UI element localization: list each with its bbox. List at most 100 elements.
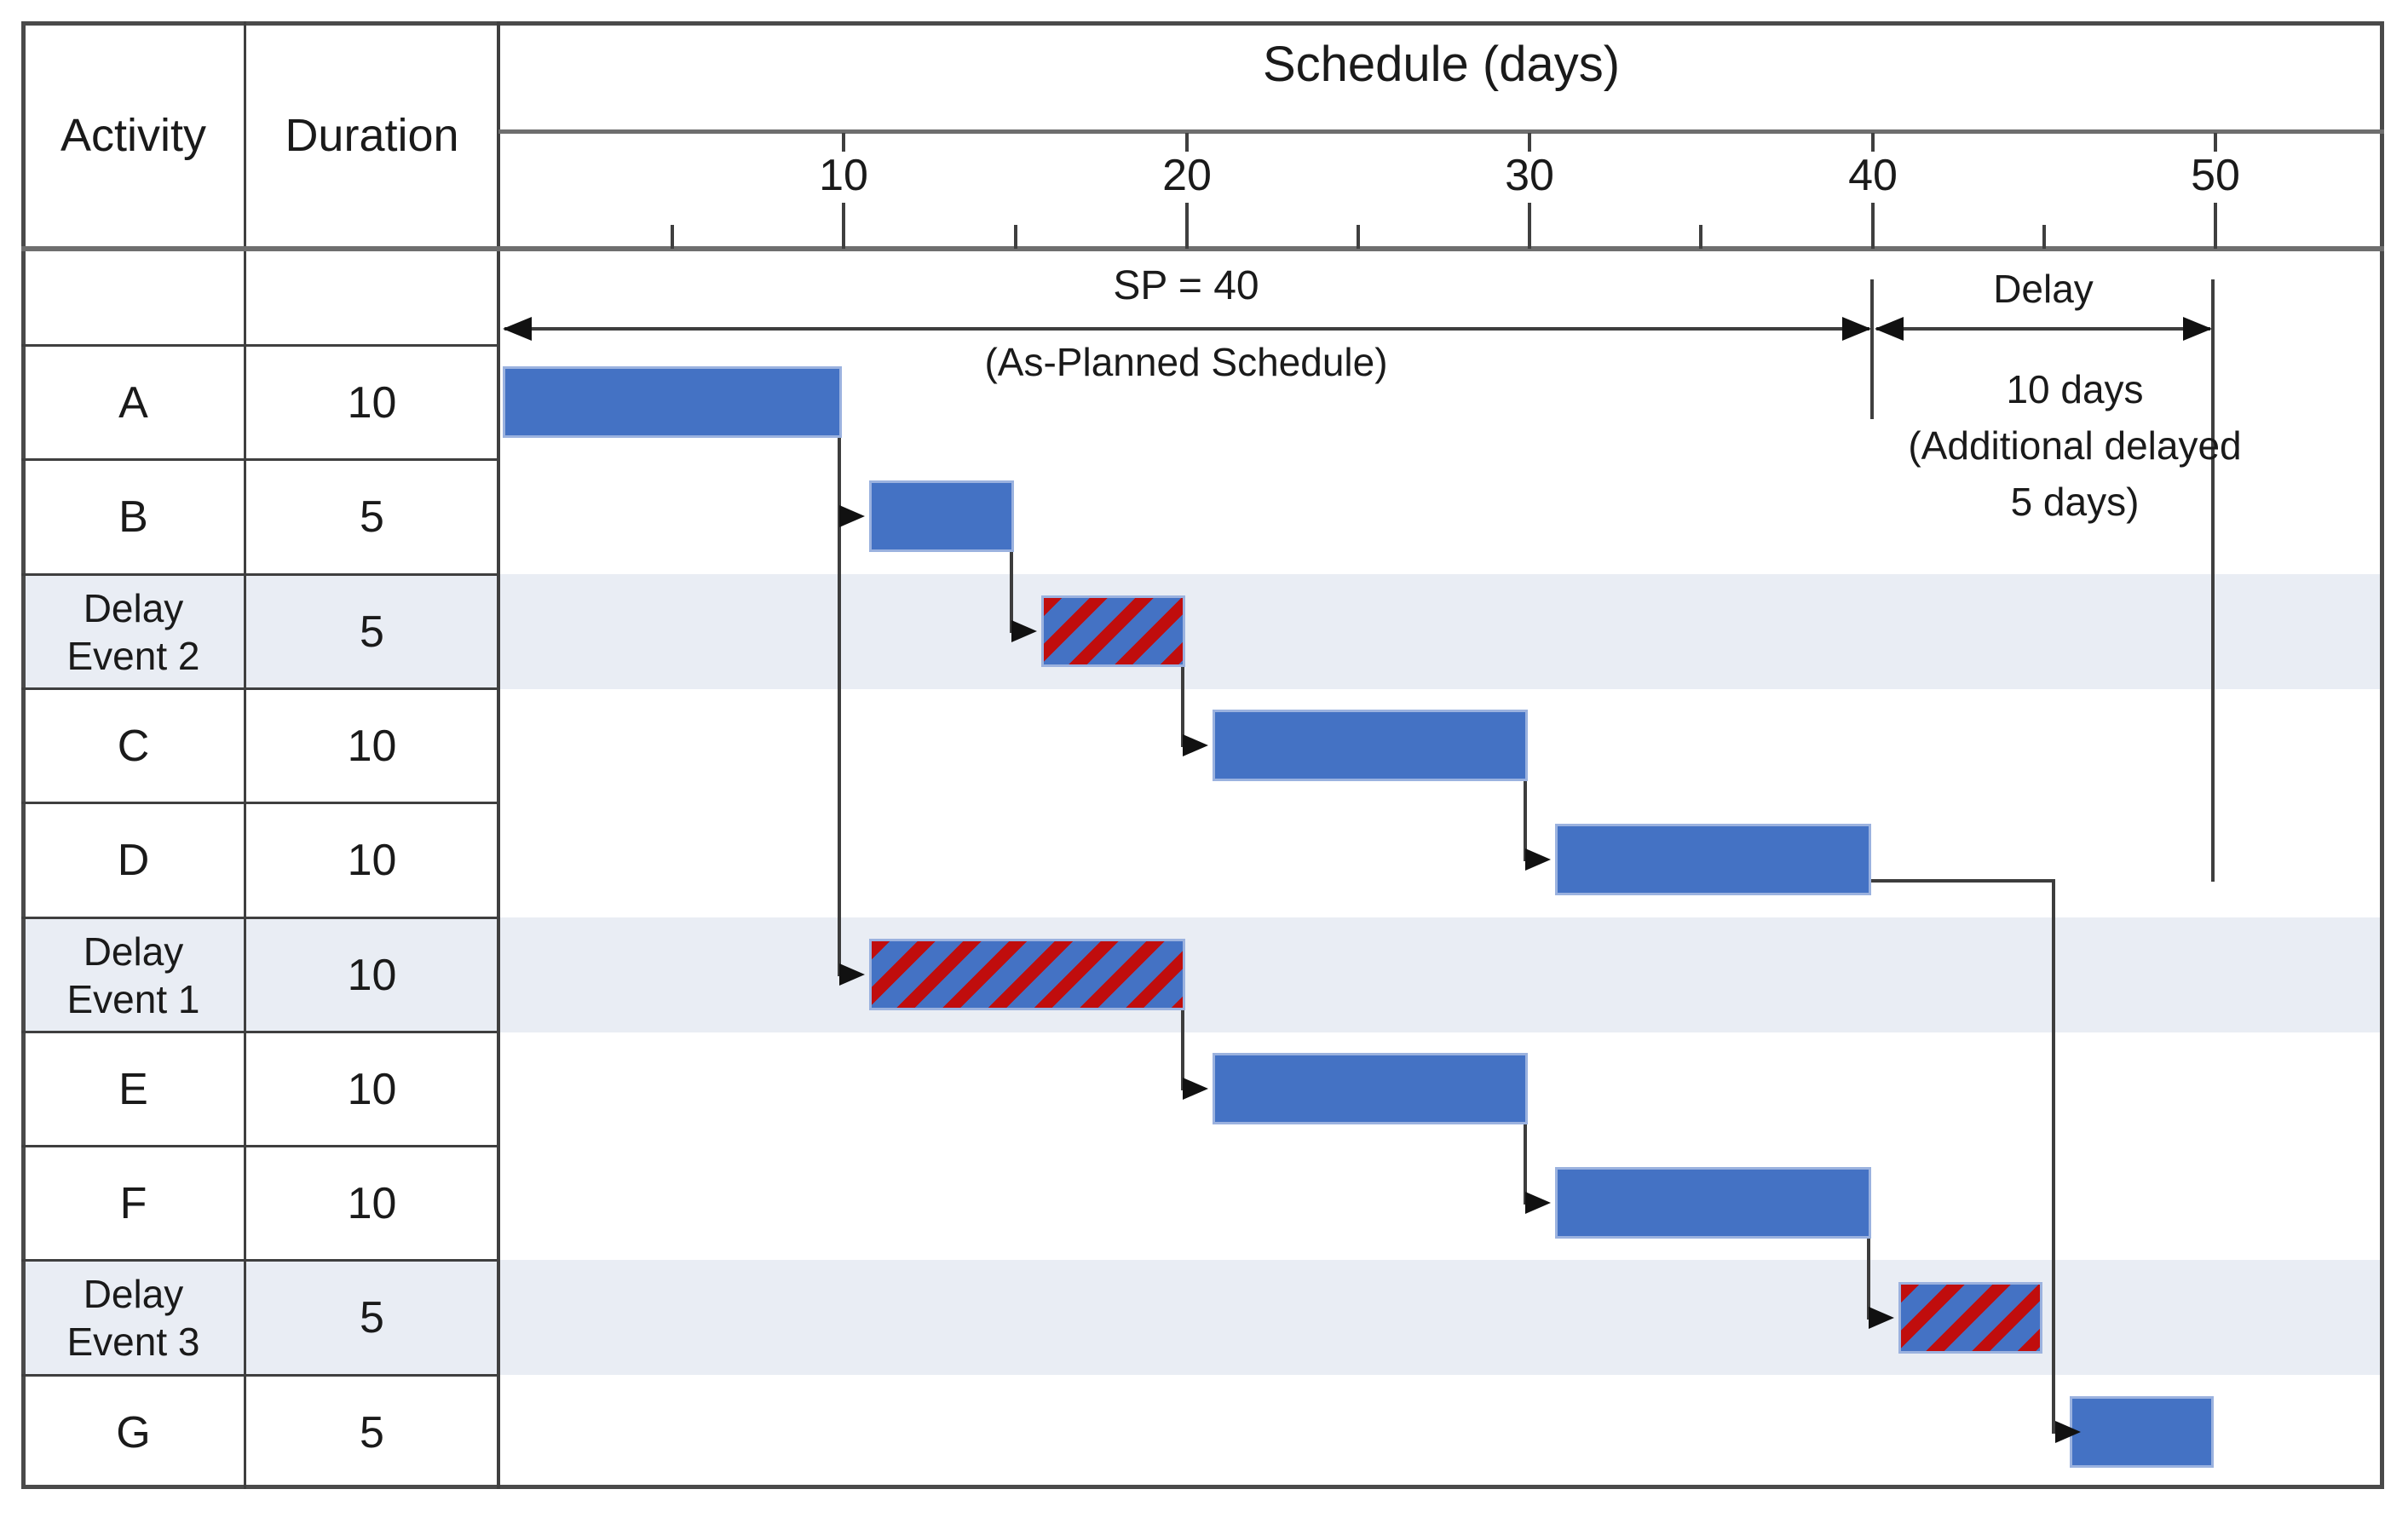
activity-cell: B <box>118 492 148 542</box>
delay-row-shade <box>24 574 2382 689</box>
delay-event-bar <box>869 939 1185 1010</box>
day-50-reference-line <box>2211 279 2215 882</box>
axis-major-tick <box>842 133 845 152</box>
axis-major-tick <box>1528 203 1531 249</box>
as-planned-annotation: (As-Planned Schedule) <box>984 340 1388 384</box>
arrowhead-icon <box>1183 734 1208 756</box>
axis-tick-label: 10 <box>819 151 868 200</box>
axis-major-tick <box>1185 203 1189 249</box>
axis-major-tick <box>2214 203 2217 249</box>
axis-tick-label: 40 <box>1848 151 1898 200</box>
arrowhead-icon <box>839 963 865 986</box>
row-divider <box>21 573 498 576</box>
delay-annotation-title: Delay <box>1993 267 2094 311</box>
activity-cell: G <box>116 1407 151 1458</box>
axis-tick-label: 20 <box>1162 151 1212 200</box>
arrowhead-icon <box>1183 1078 1208 1100</box>
axis-tick-label: 30 <box>1505 151 1554 200</box>
row-divider <box>21 458 498 461</box>
day-40-reference-line <box>1870 279 1874 419</box>
schedule-title-underline <box>498 129 2384 134</box>
delay-note-line1: 10 days <box>2006 367 2144 411</box>
arrowhead-icon <box>1525 848 1551 871</box>
activity-cell: Delay Event 3 <box>66 1271 200 1364</box>
row-divider <box>21 344 498 347</box>
dependency-line <box>1181 631 1184 747</box>
activity-cell: D <box>117 835 150 885</box>
row-divider <box>21 1374 498 1377</box>
axis-major-tick <box>842 203 845 249</box>
delay-event-bar <box>1898 1282 2042 1354</box>
activity-cell: E <box>118 1064 148 1114</box>
duration-cell: 10 <box>347 1064 397 1114</box>
duration-cell: 5 <box>360 1292 384 1343</box>
axis-tick-label: 50 <box>2191 151 2240 200</box>
delay-annotation-note: 10 days (Additional delayed 5 days) <box>1819 361 2330 530</box>
as-planned-dimension-line <box>504 327 1869 331</box>
duration-cell: 10 <box>347 721 397 771</box>
task-bar <box>1213 710 1528 781</box>
activity-cell: F <box>119 1178 147 1228</box>
arrowhead-icon <box>839 505 865 527</box>
activity-cell: C <box>117 721 150 771</box>
duration-cell: 10 <box>347 1178 397 1228</box>
column-divider-duration-gantt <box>497 21 500 1489</box>
arrowhead-left-icon <box>503 317 532 341</box>
sp-annotation: SP = 40 <box>1113 263 1259 308</box>
task-bar <box>1213 1053 1528 1124</box>
dependency-line <box>1867 1203 1870 1320</box>
duration-cell: 5 <box>360 1407 384 1458</box>
row-divider <box>21 1145 498 1147</box>
arrowhead-icon <box>2055 1421 2081 1443</box>
column-divider-activity-duration <box>244 21 246 1489</box>
dependency-line <box>838 402 841 976</box>
arrowhead-right-icon <box>1842 317 1871 341</box>
delay-note-line2: (Additional delayed <box>1908 423 2242 468</box>
arrowhead-left-icon <box>1875 317 1904 341</box>
dependency-line <box>1181 975 1184 1090</box>
arrowhead-icon <box>1869 1307 1894 1329</box>
delay-event-bar <box>1041 595 1185 667</box>
duration-cell: 10 <box>347 950 397 1000</box>
delay-dimension-line <box>1876 327 2210 331</box>
axis-baseline <box>21 246 2384 251</box>
axis-minor-tick <box>2042 225 2046 249</box>
axis-minor-tick <box>1014 225 1017 249</box>
dependency-line <box>1871 879 2055 883</box>
axis-major-tick <box>1871 133 1875 152</box>
table-outer-border <box>21 21 2384 1489</box>
dependency-line <box>1524 745 1527 861</box>
arrowhead-right-icon <box>2183 317 2212 341</box>
arrowhead-icon <box>1525 1192 1551 1214</box>
row-divider <box>21 1259 498 1262</box>
axis-minor-tick <box>671 225 674 249</box>
delay-note-line3: 5 days) <box>2010 480 2140 524</box>
task-bar <box>869 480 1014 552</box>
task-bar <box>1555 1167 1871 1239</box>
activity-cell: Delay Event 2 <box>66 585 200 678</box>
axis-major-tick <box>1528 133 1531 152</box>
activity-header-cell: Activity <box>60 109 207 161</box>
activity-cell: A <box>118 377 148 428</box>
activity-cell: Delay Event 1 <box>66 929 200 1021</box>
arrowhead-icon <box>1011 620 1037 642</box>
dependency-line <box>1524 1089 1527 1205</box>
delay-row-shade <box>24 917 2382 1032</box>
duration-cell: 10 <box>347 835 397 885</box>
duration-cell: 5 <box>360 607 384 657</box>
axis-major-tick <box>1871 203 1875 249</box>
task-bar <box>1555 824 1871 895</box>
dependency-line <box>1010 516 1013 633</box>
axis-minor-tick <box>1357 225 1360 249</box>
row-divider <box>21 687 498 690</box>
dependency-line <box>2052 879 2055 1434</box>
task-bar <box>2070 1396 2214 1468</box>
row-divider <box>21 917 498 919</box>
axis-minor-tick <box>1699 225 1702 249</box>
axis-major-tick <box>1185 133 1189 152</box>
task-bar <box>503 366 842 438</box>
duration-cell: 5 <box>360 492 384 542</box>
duration-cell: 10 <box>347 377 397 428</box>
